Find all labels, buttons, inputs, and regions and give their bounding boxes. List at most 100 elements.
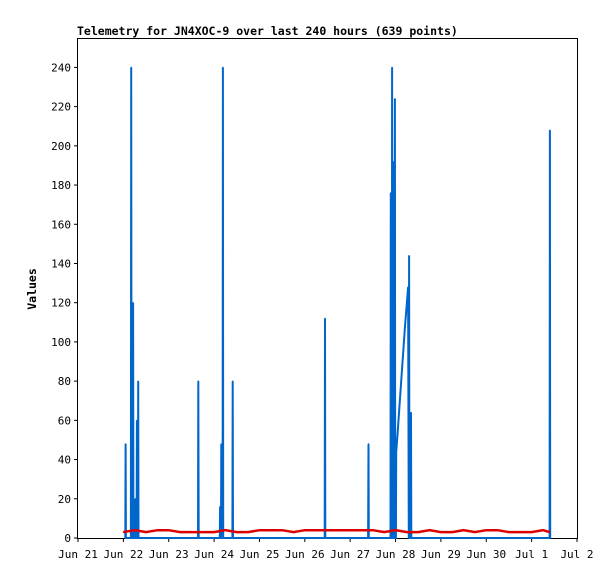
series-0-point-35 [324,537,326,539]
series-1-point-7 [202,531,204,533]
series-1-point-24 [394,529,397,531]
y-tick-label: 180 [51,179,71,192]
x-tick-label: Jun 27 [330,548,370,561]
series-0-point-17 [137,537,140,539]
series-0-point-4 [130,66,132,69]
y-tick-label: 200 [51,140,71,153]
series-1-point-1 [134,529,136,531]
series-1-point-3 [156,529,158,531]
y-tick-label: 140 [51,257,71,270]
y-tick-label: 60 [58,414,71,427]
series-0-point-26 [221,537,223,539]
series-0-point-43 [391,66,393,69]
x-axis: Jun 21 Jun 22 Jun 23 Jun 24 Jun 25 Jun 26 Jun … [58,538,594,561]
series-0-point-60 [404,325,406,327]
series-0-point-56 [396,435,399,437]
series-1-point-29 [451,531,453,533]
series-0-point-65 [408,537,411,539]
series-1-point-27 [428,529,431,531]
y-tick-label: 100 [51,336,71,349]
y-axis: 0 20 40 60 80 100 120 140 160 180 200 220 240 [51,61,78,545]
series-0-point-31 [232,380,234,382]
series-0-point-32 [232,537,234,539]
x-tick-label: Jun 30 [466,548,506,561]
series-line-1 [123,528,550,534]
x-tick-label: Jun 25 [240,548,280,561]
series-0-point-7 [132,302,134,304]
series-0-point-52 [394,98,396,100]
series-1-point-30 [462,529,465,531]
series-line-0 [124,67,552,539]
series-0-point-38 [368,537,370,539]
x-tick-label: Jul 2 [560,548,593,561]
series-0-point-29 [222,537,224,539]
series-1-point-23 [383,531,385,533]
series-0-point-34 [324,317,326,319]
series-0-point-46 [392,160,394,163]
series-1-point-12 [258,529,261,531]
series-0-point-70 [549,129,551,131]
series-1-point-20 [349,529,351,531]
series-0-point-2 [125,537,127,539]
x-tick-label: Jun 24 [194,548,234,561]
series-1-point-15 [292,531,295,533]
series-0-point-20 [198,537,200,539]
series-1-point-6 [190,531,193,533]
series-0-point-62 [407,286,409,288]
y-tick-label: 220 [51,101,71,114]
series-layer [122,66,552,539]
series-1-point-22 [372,529,374,531]
series-0-point-55 [395,451,397,453]
x-tick-label: Jun 28 [376,548,416,561]
series-1-point-0 [122,531,124,533]
series-0-point-71 [549,537,551,539]
y-tick-label: 40 [58,454,71,467]
series-0-point-59 [402,353,404,355]
series-0-point-8 [132,537,135,539]
y-tick-label: 0 [64,532,71,545]
series-0-point-16 [137,380,139,382]
y-axis-label: Values [25,268,39,310]
series-1-point-9 [224,529,227,531]
series-0-point-57 [398,407,400,410]
series-1-point-16 [304,529,306,531]
series-0-point-22 [219,506,221,508]
series-0-point-1 [124,443,127,445]
y-tick-label: 240 [51,61,71,74]
series-0-point-10 [134,498,136,500]
y-tick-label: 120 [51,297,71,310]
series-0-point-58 [400,380,402,382]
x-tick-label: Jul 1 [515,548,548,561]
series-1-point-21 [360,529,363,531]
y-tick-label: 80 [58,375,71,388]
series-1-point-35 [519,531,521,533]
series-1-point-5 [179,531,181,533]
y-tick-label: 160 [51,218,71,231]
series-0-point-13 [136,419,138,421]
series-0-point-64 [408,255,410,257]
series-1-point-13 [270,529,272,531]
series-1-point-33 [497,529,499,531]
series-1-point-28 [440,531,442,533]
series-0-point-61 [406,302,408,304]
series-1-point-19 [338,529,340,531]
series-1-point-32 [485,529,487,531]
series-1-point-37 [542,529,544,531]
series-1-point-17 [315,529,317,531]
series-0-point-37 [367,443,370,445]
series-0-point-54 [395,537,397,539]
series-0-point-49 [393,192,395,194]
series-1-point-14 [281,529,283,531]
x-tick-label: Jun 26 [285,548,325,561]
series-0-point-28 [222,66,224,69]
series-1-point-26 [417,531,419,533]
series-1-point-8 [213,531,215,533]
series-1-point-36 [531,531,533,533]
x-tick-label: Jun 21 [58,548,98,561]
series-0-point-40 [390,192,392,194]
series-1-point-34 [508,531,510,533]
series-1-point-25 [406,531,408,533]
y-tick-label: 20 [58,493,71,506]
series-0-point-68 [410,537,412,539]
